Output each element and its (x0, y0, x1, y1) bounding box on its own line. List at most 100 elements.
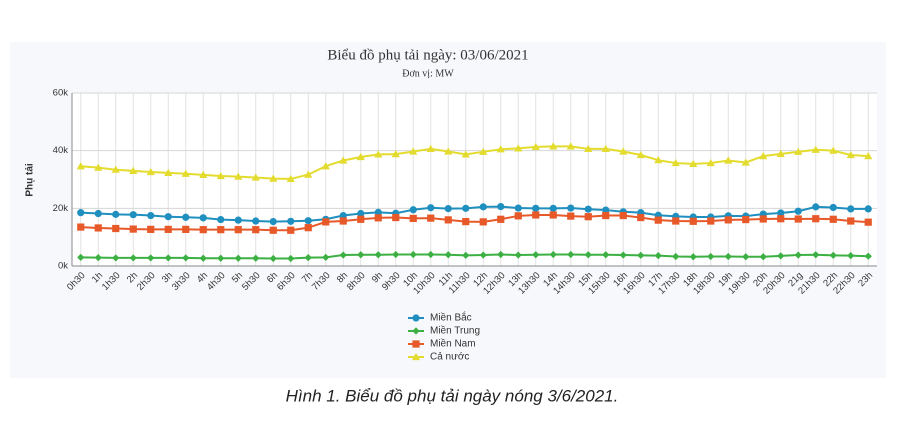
point (409, 206, 417, 214)
point (532, 211, 540, 219)
point (724, 216, 732, 224)
point (829, 215, 837, 223)
point (706, 158, 715, 167)
point (426, 144, 435, 153)
point (794, 207, 802, 215)
legend-marker (412, 340, 420, 348)
point (129, 254, 137, 262)
point (566, 142, 575, 150)
point (846, 150, 855, 159)
plot-area (72, 93, 877, 266)
point (532, 204, 540, 212)
legend-marker (412, 314, 420, 322)
y-tick-label: 20k (53, 203, 69, 214)
point (217, 226, 225, 234)
point (112, 210, 120, 218)
y-tick-label: 40k (53, 145, 69, 156)
point (759, 253, 767, 261)
point (304, 170, 313, 178)
point (181, 169, 190, 177)
series-line (80, 253, 869, 260)
point (321, 162, 330, 170)
point (707, 217, 715, 225)
caption: Hình 1. Biểu đồ phụ tải ngày nóng 3/6/20… (286, 386, 619, 405)
point (462, 217, 470, 226)
point (339, 217, 347, 225)
point (549, 204, 557, 212)
point (392, 213, 400, 222)
point (234, 226, 242, 234)
series-line (80, 205, 869, 223)
point (584, 251, 592, 259)
point (339, 156, 348, 164)
point (776, 149, 785, 157)
point (759, 152, 768, 160)
point (427, 250, 435, 259)
point (444, 205, 452, 213)
chart-subtitle: Đơn vị: MW (402, 68, 454, 79)
point (514, 204, 522, 212)
point (811, 145, 820, 153)
point (164, 254, 172, 262)
legend-label: Miền Bắc (430, 311, 472, 324)
point (462, 204, 470, 212)
point (356, 152, 365, 161)
point (847, 252, 855, 260)
point (409, 147, 418, 155)
point (392, 250, 400, 259)
point (636, 150, 645, 159)
point (427, 214, 435, 222)
point (794, 215, 802, 223)
point (672, 252, 680, 261)
point (584, 205, 592, 213)
point (234, 216, 242, 224)
point (461, 150, 470, 158)
point (287, 226, 295, 234)
point (164, 225, 172, 233)
point (567, 212, 575, 220)
point (741, 158, 750, 166)
point (269, 174, 278, 182)
point (304, 217, 312, 225)
point (812, 251, 820, 259)
point (479, 203, 487, 211)
point (234, 172, 243, 180)
point (864, 152, 873, 160)
point (357, 215, 365, 223)
point (724, 156, 733, 164)
point (829, 203, 837, 212)
point (444, 216, 452, 224)
point (129, 211, 137, 219)
point (199, 226, 207, 234)
point (479, 147, 488, 155)
legend-label: Miền Nam (430, 338, 476, 350)
point (199, 214, 207, 222)
point (216, 171, 225, 180)
point (812, 215, 820, 223)
point (409, 214, 417, 223)
point (777, 215, 785, 223)
point (112, 224, 120, 233)
point (601, 144, 610, 153)
point (567, 204, 575, 212)
point (357, 209, 365, 218)
point (76, 162, 85, 170)
point (357, 251, 365, 259)
point (374, 150, 383, 158)
point (322, 218, 330, 226)
series-line (80, 213, 869, 232)
point (199, 170, 208, 178)
point (864, 218, 872, 226)
point (479, 218, 487, 226)
point (129, 225, 137, 233)
point (794, 147, 803, 155)
point (251, 173, 260, 181)
point (812, 203, 820, 211)
point (829, 251, 837, 259)
point (496, 145, 505, 153)
point (514, 212, 522, 220)
legend-marker (411, 352, 421, 361)
point (602, 206, 610, 214)
point (217, 215, 225, 224)
